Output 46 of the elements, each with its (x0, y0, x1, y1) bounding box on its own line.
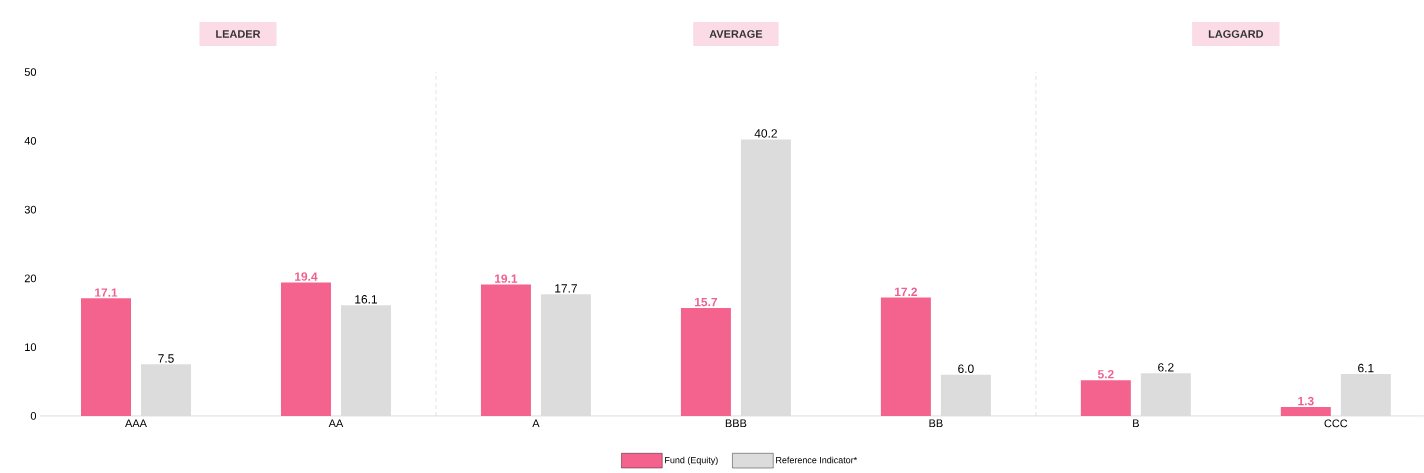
x-tick-label: AA (328, 419, 344, 428)
y-tick-label: 20 (24, 274, 37, 283)
data-label: 15.7 (695, 297, 718, 307)
data-label: 40.2 (754, 129, 777, 138)
x-tick-label: B (1133, 419, 1139, 428)
x-tick-label: BB (929, 419, 943, 428)
legend-label: Reference Indicator* (776, 456, 858, 464)
x-tick-label: A (532, 419, 540, 428)
bar (1080, 380, 1131, 416)
data-label: 5.2 (1097, 370, 1114, 379)
data-label: 17.1 (95, 288, 118, 297)
text: LAGGARD (1208, 30, 1264, 38)
bar (740, 139, 791, 416)
bar (1340, 374, 1391, 416)
y-tick-label: 40 (24, 136, 37, 145)
data-label: 7.5 (158, 354, 174, 363)
y-tick-label: 50 (24, 68, 37, 76)
text: LEADER (216, 30, 261, 38)
x-tick-label: BBB (725, 419, 747, 428)
bar (940, 374, 991, 416)
bar (1280, 407, 1331, 416)
bar (81, 298, 131, 416)
data-label: 6.0 (958, 364, 974, 373)
bar (480, 284, 531, 416)
y-tick-label: 10 (25, 343, 37, 352)
data-label: 19.4 (295, 272, 318, 281)
data-label: 17.2 (895, 287, 918, 296)
legend-label: Fund (Equity) (665, 456, 718, 466)
data-label: 16.1 (355, 295, 378, 304)
y-tick-label: 0 (30, 412, 37, 420)
bar (540, 294, 591, 416)
y-tick-label: 30 (24, 205, 37, 214)
bar (141, 364, 191, 416)
data-label: 6.2 (1158, 363, 1174, 372)
bar (1140, 373, 1191, 416)
data-label: 1.3 (1298, 396, 1314, 406)
data-label: 19.1 (495, 274, 518, 283)
text: AVERAGE (709, 30, 763, 38)
x-tick-label: CCC (1324, 419, 1348, 428)
bar (340, 305, 391, 416)
data-label: 17.7 (555, 284, 577, 293)
bar (280, 282, 331, 416)
x-tick-label: AAA (125, 419, 147, 428)
bar (880, 297, 931, 416)
data-label: 6.1 (1358, 363, 1374, 373)
bar (680, 307, 731, 416)
